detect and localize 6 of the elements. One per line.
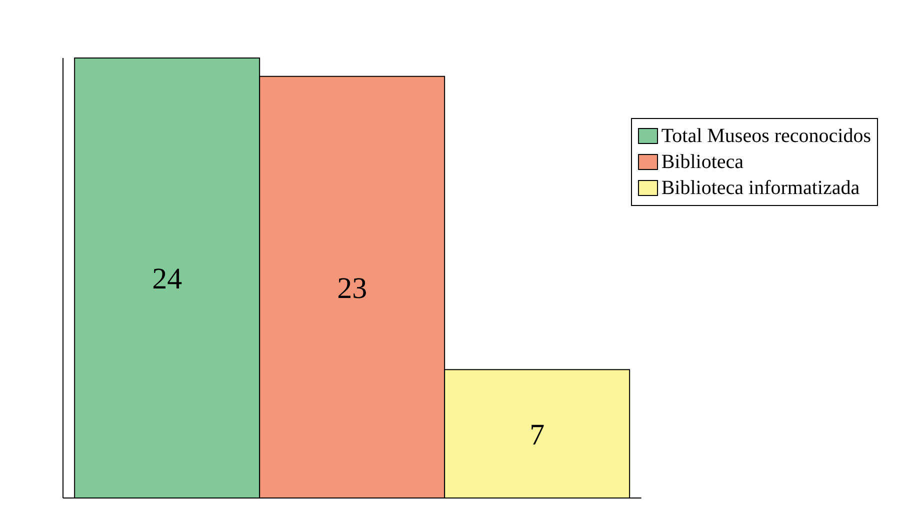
legend-label: Biblioteca informatizada (661, 176, 860, 201)
data-label: 24 (152, 262, 182, 296)
legend-label: Biblioteca (661, 150, 744, 175)
legend-label: Total Museos reconocidos (661, 124, 871, 149)
data-label: 23 (337, 272, 368, 305)
data-label: 7 (530, 418, 545, 452)
